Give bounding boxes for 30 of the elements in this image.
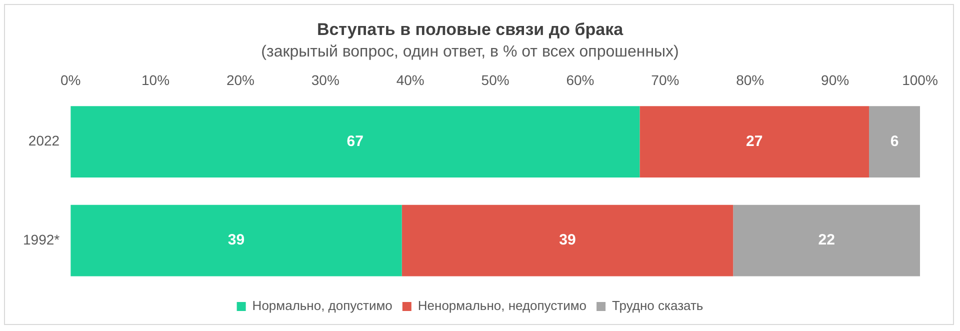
bar [869, 106, 920, 178]
bar [70, 106, 640, 178]
x-tick-label: 0% [60, 72, 81, 88]
chart-title: Вступать в половые связи до брака [316, 20, 624, 39]
chart-subtitle: (закрытый вопрос, один ответ, в % от всех опрошенных) [261, 43, 679, 60]
y-tick-label: 2022 [28, 132, 60, 149]
data-label: 39 [559, 232, 576, 249]
data-label: 22 [818, 232, 835, 249]
x-tick-label: 60% [566, 72, 594, 88]
x-tick-label: 50% [481, 72, 510, 88]
y-tick-label: 1992* [23, 231, 60, 248]
x-tick-label: 90% [821, 72, 850, 88]
x-tick-label: 20% [226, 72, 254, 88]
data-label: 27 [746, 132, 763, 150]
x-tick-label: 30% [311, 72, 340, 88]
legend-label: Трудно сказать [612, 298, 704, 314]
data-label: 67 [346, 132, 364, 150]
bar [70, 204, 402, 276]
data-label: 6 [890, 132, 899, 150]
data-label: 39 [228, 232, 245, 249]
legend-label: Нормально, допустимо [252, 298, 392, 314]
x-tick-label: 40% [396, 72, 424, 88]
bar [640, 106, 870, 178]
x-tick-label: 80% [736, 72, 764, 88]
x-tick-label: 10% [142, 72, 170, 88]
legend-label: Ненормально, недопустимо [418, 298, 587, 314]
bar [402, 204, 734, 276]
x-tick-label: 70% [651, 72, 680, 88]
bar [733, 204, 920, 276]
x-tick-label: 100% [902, 72, 938, 88]
